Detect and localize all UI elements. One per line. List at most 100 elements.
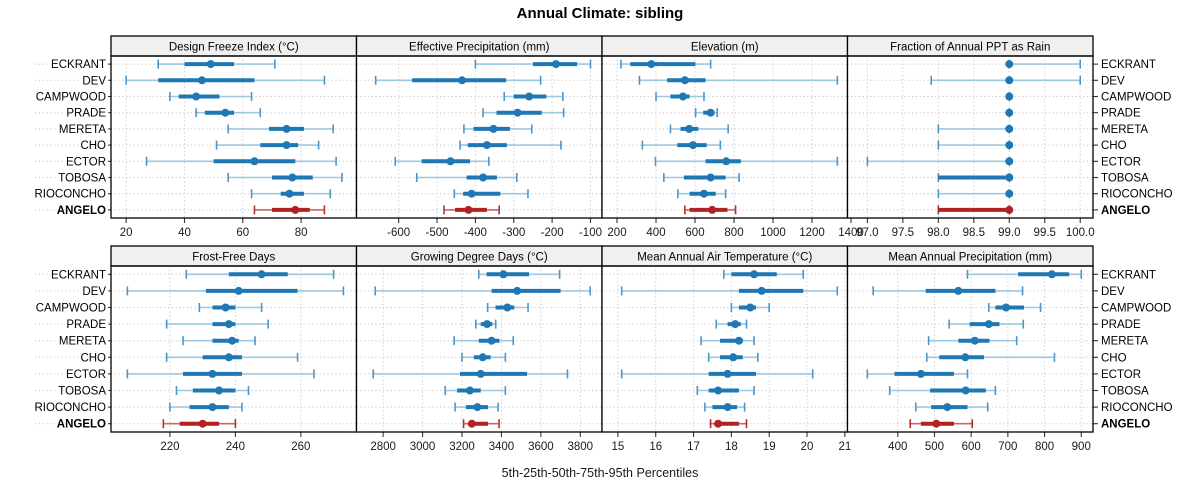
percentile-row-dev (872, 286, 1024, 296)
median-dot (750, 270, 759, 279)
x-tick-label: 17 (687, 441, 700, 453)
station-label-right-mereta: MERETA (1101, 124, 1148, 136)
median-dot (208, 369, 217, 378)
percentile-row-ector (866, 156, 1014, 166)
percentile-row-mereta (182, 336, 256, 346)
x-tick-label: 19 (763, 441, 776, 453)
station-label-right-rioconcho: RIOCONCHO (1101, 189, 1173, 201)
axis-caption: 5th-25th-50th-75th-95th Percentiles (501, 466, 699, 480)
percentile-row-rioconcho (169, 402, 243, 412)
x-tick-label: -300 (502, 227, 525, 239)
percentile-row-rioconcho (937, 189, 1014, 199)
x-tick-label: 400 (646, 227, 665, 239)
label-mask (80, 75, 109, 88)
median-dot (479, 173, 488, 182)
panel-background (602, 56, 848, 218)
percentile-row-campwood (987, 303, 1042, 312)
x-tick-label: 15 (611, 441, 624, 453)
label-mask (64, 107, 109, 120)
median-dot (221, 108, 230, 117)
station-label-left-campwood: CAMPWOOD (36, 303, 106, 315)
median-dot (465, 386, 474, 395)
median-dot (467, 189, 476, 198)
station-label-right-prade: PRADE (1101, 319, 1141, 331)
x-tick-label: 220 (160, 441, 179, 453)
x-tick-label: 3600 (528, 441, 554, 453)
median-dot (1002, 303, 1011, 312)
x-tick-label: 99.0 (998, 227, 1020, 239)
station-label-right-angelo: ANGELO (1101, 419, 1150, 431)
percentile-row-angelo (162, 419, 237, 429)
median-dot (689, 141, 698, 150)
station-label-left-ector: ECTOR (66, 156, 106, 168)
median-dot (464, 205, 473, 214)
station-label-right-cho: CHO (1101, 140, 1127, 152)
percentile-row-cho (461, 352, 507, 362)
median-dot (482, 141, 491, 150)
station-label-right-ector: ECTOR (1101, 369, 1141, 381)
median-dot (228, 336, 237, 345)
median-dot (678, 92, 687, 101)
median-dot (731, 320, 740, 329)
label-mask (63, 368, 108, 381)
percentile-row-prade (715, 319, 748, 329)
strip-title: Fraction of Annual PPT as Rain (890, 42, 1050, 54)
percentile-row-dev (374, 286, 591, 296)
label-mask (56, 123, 109, 136)
station-label-left-prade: PRADE (66, 108, 106, 120)
station-label-right-prade: PRADE (1101, 108, 1141, 120)
station-label-left-prade: PRADE (66, 319, 106, 331)
x-tick-label: 240 (226, 441, 245, 453)
percentile-row-prade (474, 319, 497, 329)
x-tick-label: 3200 (449, 441, 475, 453)
median-dot (192, 92, 201, 101)
percentile-row-tobosa (663, 173, 740, 182)
median-dot (1005, 189, 1014, 198)
percentile-row-angelo (684, 205, 737, 215)
panel-fraction-of-annual-ppt-as-rain: Fraction of Annual PPT as Rain 97.0 97.5 98… (846, 35, 1098, 239)
x-tick-label: 60 (236, 227, 249, 239)
x-tick-label: 3800 (568, 441, 594, 453)
percentile-row-cho (707, 352, 759, 362)
percentile-row-dev (374, 75, 542, 85)
panel-border (846, 55, 1094, 219)
percentile-row-tobosa (696, 386, 755, 395)
panel-effective-precipitation-mm: Effective Precipitation (mm) -600 -500 -400… (355, 35, 603, 239)
label-mask (80, 285, 109, 298)
x-tick-label: 600 (685, 227, 704, 239)
percentile-row-eckrant (185, 269, 335, 279)
percentile-row-campwood (486, 303, 529, 312)
median-dot (970, 336, 979, 345)
station-label-right-angelo: ANGELO (1101, 205, 1150, 217)
x-tick-label: 1400 (838, 227, 864, 239)
median-dot (722, 157, 731, 166)
percentile-row-eckrant (966, 269, 1083, 279)
median-dot (723, 369, 732, 378)
x-tick-label: 200 (607, 227, 626, 239)
median-dot (250, 157, 259, 166)
median-dot (446, 157, 455, 166)
median-dot (943, 403, 952, 412)
station-label-left-rioconcho: RIOCONCHO (34, 189, 106, 201)
percentile-row-campwood (169, 92, 253, 101)
strip-title: Elevation (m) (691, 42, 759, 54)
percentile-row-angelo (443, 205, 500, 215)
median-dot (746, 303, 755, 312)
station-label-right-campwood: CAMPWOOD (1101, 303, 1171, 315)
percentile-row-tobosa (175, 386, 250, 395)
percentile-row-ector (866, 369, 969, 379)
median-dot (473, 403, 482, 412)
x-tick-label: 97.0 (856, 227, 878, 239)
median-dot (685, 124, 694, 133)
percentile-row-rioconcho (250, 189, 332, 199)
station-label-right-tobosa: TOBOSA (1101, 173, 1149, 185)
percentile-row-angelo (937, 205, 1014, 215)
percentile-row-eckrant (157, 59, 276, 69)
median-dot (932, 419, 941, 428)
median-dot (513, 286, 522, 295)
percentile-row-ector (126, 369, 315, 379)
label-mask (32, 402, 109, 415)
